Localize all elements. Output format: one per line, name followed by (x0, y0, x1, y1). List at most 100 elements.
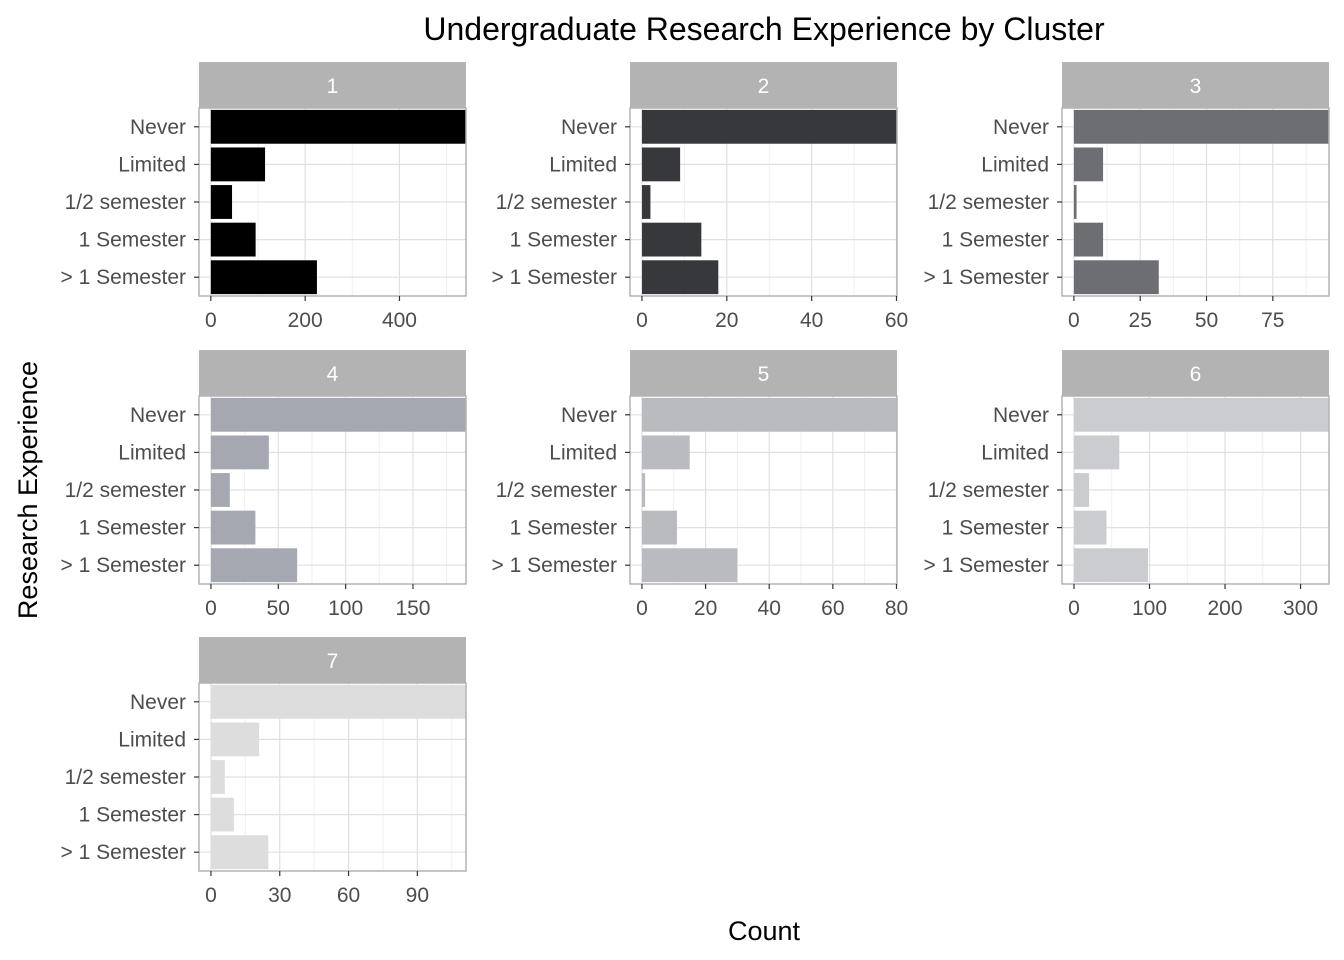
bar-1-semester (210, 260, 317, 295)
bar-1-semester (641, 222, 702, 257)
category-label: 1/2 semester (928, 479, 1049, 502)
x-tick-label: 75 (1261, 309, 1284, 332)
bar-never (1073, 109, 1329, 144)
x-tick-label: 60 (821, 597, 844, 620)
category-label: 1/2 semester (928, 191, 1049, 214)
x-tick-label: 50 (1195, 309, 1218, 332)
category-label: Never (561, 404, 617, 427)
bar-limited (210, 435, 269, 470)
facet-strip (1062, 350, 1329, 396)
facet-strip-label: 6 (1190, 363, 1202, 386)
x-tick-label: 30 (268, 884, 291, 907)
category-label: 1 Semester (942, 517, 1049, 540)
x-tick-label: 200 (1208, 597, 1243, 620)
x-tick-label: 0 (1068, 597, 1080, 620)
bar-never (210, 684, 466, 719)
category-label: Limited (549, 441, 617, 464)
bar-1-semester (641, 260, 719, 295)
x-axis-title: Count (728, 916, 801, 946)
category-label: Never (993, 404, 1049, 427)
facet-panel-2: 2 Never Limited 1/2 semester 1 Semester > 1 S… (492, 62, 908, 332)
category-label: Limited (549, 153, 617, 176)
bar-1-semester (210, 835, 269, 870)
facet-strip (630, 62, 897, 108)
bar-1-semester (210, 222, 256, 257)
x-tick-label: 400 (382, 309, 417, 332)
category-label: 1 Semester (510, 517, 617, 540)
bar-1-semester (1073, 222, 1104, 257)
category-label: Limited (118, 728, 186, 751)
bar-1-2-semester (210, 760, 225, 794)
x-tick-label: 0 (636, 309, 648, 332)
x-tick-label: 80 (885, 597, 908, 620)
bar-1-semester (1073, 510, 1107, 545)
category-label: > 1 Semester (61, 266, 186, 289)
bar-never (210, 397, 466, 432)
x-tick-label: 150 (395, 597, 430, 620)
facet-strip-label: 3 (1190, 75, 1202, 98)
category-label: 1/2 semester (65, 479, 186, 502)
facet-strip-label: 1 (327, 75, 339, 98)
category-label: 1/2 semester (65, 191, 186, 214)
category-label: 1 Semester (79, 804, 186, 827)
bar-never (1073, 397, 1329, 432)
facet-panels: 1 Never Limited 1/2 semester 1 Semester > 1 S… (61, 62, 1330, 907)
bar-1-2-semester (210, 473, 230, 507)
category-label: 1/2 semester (496, 191, 617, 214)
category-label: Limited (981, 441, 1049, 464)
x-tick-label: 25 (1129, 309, 1152, 332)
facet-panel-5: 5 Never Limited 1/2 semester 1 Semester > 1 S… (492, 350, 908, 620)
category-label: Limited (118, 153, 186, 176)
category-label: 1 Semester (79, 229, 186, 252)
bar-limited (210, 147, 266, 182)
bar-1-semester (210, 548, 298, 583)
x-tick-label: 20 (694, 597, 717, 620)
facet-strip-label: 7 (327, 650, 339, 673)
bar-never (641, 397, 897, 432)
x-tick-label: 0 (205, 309, 217, 332)
facet-panel-1: 1 Never Limited 1/2 semester 1 Semester > 1 S… (61, 62, 467, 332)
bar-limited (1073, 435, 1120, 470)
category-label: > 1 Semester (61, 841, 186, 864)
x-tick-label: 100 (328, 597, 363, 620)
category-label: Never (130, 691, 186, 714)
x-tick-label: 60 (885, 309, 908, 332)
x-tick-label: 60 (337, 884, 360, 907)
category-label: 1 Semester (510, 229, 617, 252)
category-label: > 1 Semester (924, 554, 1049, 577)
category-label: Never (561, 116, 617, 139)
x-tick-label: 0 (205, 597, 217, 620)
category-label: Never (130, 404, 186, 427)
category-label: Limited (118, 441, 186, 464)
category-label: 1/2 semester (65, 766, 186, 789)
facet-strip (199, 637, 466, 683)
facet-strip (1062, 62, 1329, 108)
bar-1-semester (1073, 548, 1148, 583)
bar-1-2-semester (641, 473, 646, 507)
category-label: Never (130, 116, 186, 139)
bar-1-semester (1073, 260, 1159, 295)
bar-1-semester (641, 548, 738, 583)
category-label: > 1 Semester (492, 554, 617, 577)
x-tick-label: 90 (406, 884, 429, 907)
bar-limited (641, 435, 690, 470)
category-label: 1 Semester (942, 229, 1049, 252)
category-label: > 1 Semester (61, 554, 186, 577)
bar-limited (1073, 147, 1104, 182)
facet-panel-6: 6 Never Limited 1/2 semester 1 Semester > 1 S… (924, 350, 1330, 620)
category-label: Never (993, 116, 1049, 139)
bar-1-2-semester (641, 185, 651, 219)
y-axis-title: Research Experience (13, 361, 43, 619)
facet-strip (199, 62, 466, 108)
facet-strip (199, 350, 466, 396)
facet-strip-label: 5 (758, 363, 770, 386)
category-label: 1/2 semester (496, 479, 617, 502)
bar-1-semester (641, 510, 677, 545)
facet-strip (630, 350, 897, 396)
x-tick-label: 100 (1132, 597, 1167, 620)
bar-never (210, 109, 466, 144)
bar-1-semester (210, 797, 234, 832)
x-tick-label: 0 (636, 597, 648, 620)
bar-1-2-semester (1073, 473, 1090, 507)
